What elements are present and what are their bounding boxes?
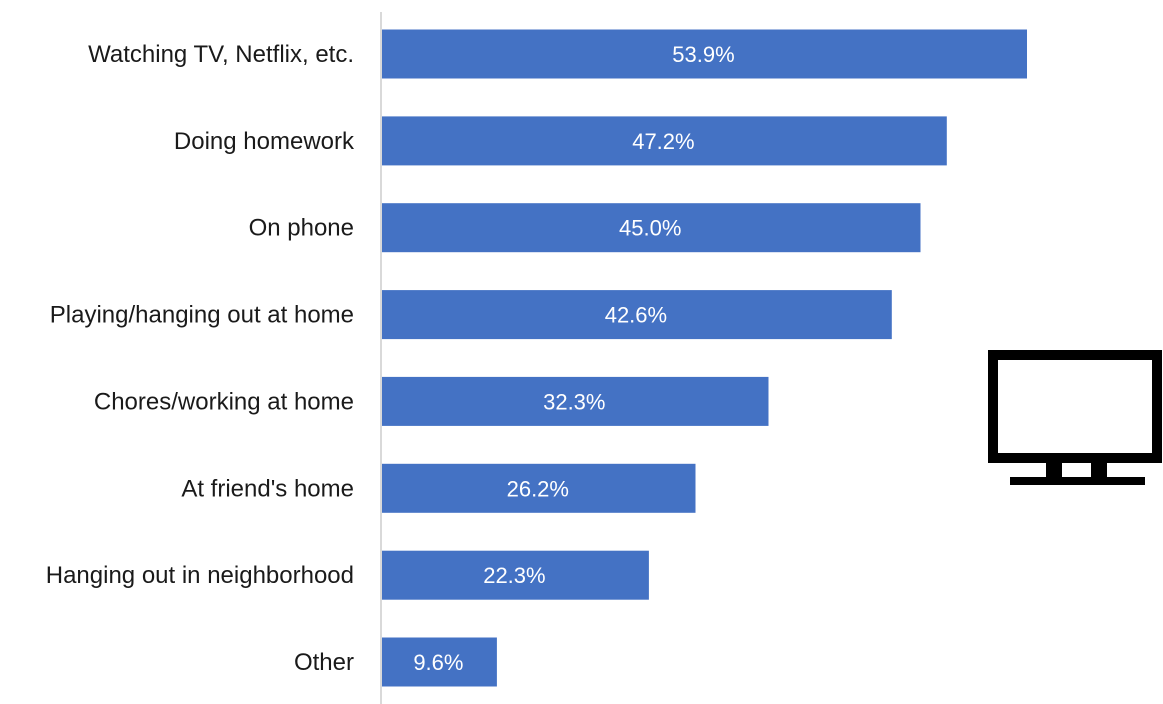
value-label-8: 9.6% xyxy=(413,650,463,675)
category-label-8: Other xyxy=(294,649,354,676)
television-stand-right-leg xyxy=(1091,460,1107,478)
television-stand-left-leg xyxy=(1046,460,1062,478)
value-label-7: 22.3% xyxy=(483,563,545,588)
bars-group xyxy=(382,29,1027,687)
bar-4 xyxy=(382,290,892,340)
value-label-5: 32.3% xyxy=(543,389,605,414)
bar-5 xyxy=(382,376,769,426)
bar-6 xyxy=(382,463,696,513)
category-label-1: Watching TV, Netflix, etc. xyxy=(88,41,354,68)
value-label-4: 42.6% xyxy=(605,303,667,328)
category-label-4: Playing/hanging out at home xyxy=(50,302,354,329)
value-label-6: 26.2% xyxy=(507,476,569,501)
television-screen xyxy=(988,350,1162,463)
category-labels-group: Watching TV, Netflix, etc. Doing homework… xyxy=(46,41,355,676)
category-label-3: On phone xyxy=(249,215,354,242)
bar-1 xyxy=(382,29,1027,79)
bar-3 xyxy=(382,203,921,253)
category-label-7: Hanging out in neighborhood xyxy=(46,562,354,589)
value-label-3: 45.0% xyxy=(619,216,681,241)
value-label-2: 47.2% xyxy=(632,129,694,154)
television-icon xyxy=(988,350,1162,485)
value-label-1: 53.9% xyxy=(672,42,734,67)
category-label-2: Doing homework xyxy=(174,128,355,155)
value-labels-group: 53.9% 47.2% 45.0% 42.6% 32.3% 26.2% 22.3% 9.6% xyxy=(413,42,734,675)
bar-2 xyxy=(382,116,947,166)
bar-8 xyxy=(382,637,497,687)
television-stand-base xyxy=(1010,477,1145,485)
category-label-6: At friend's home xyxy=(181,475,354,502)
category-label-5: Chores/working at home xyxy=(94,388,354,415)
bar-7 xyxy=(382,550,649,600)
